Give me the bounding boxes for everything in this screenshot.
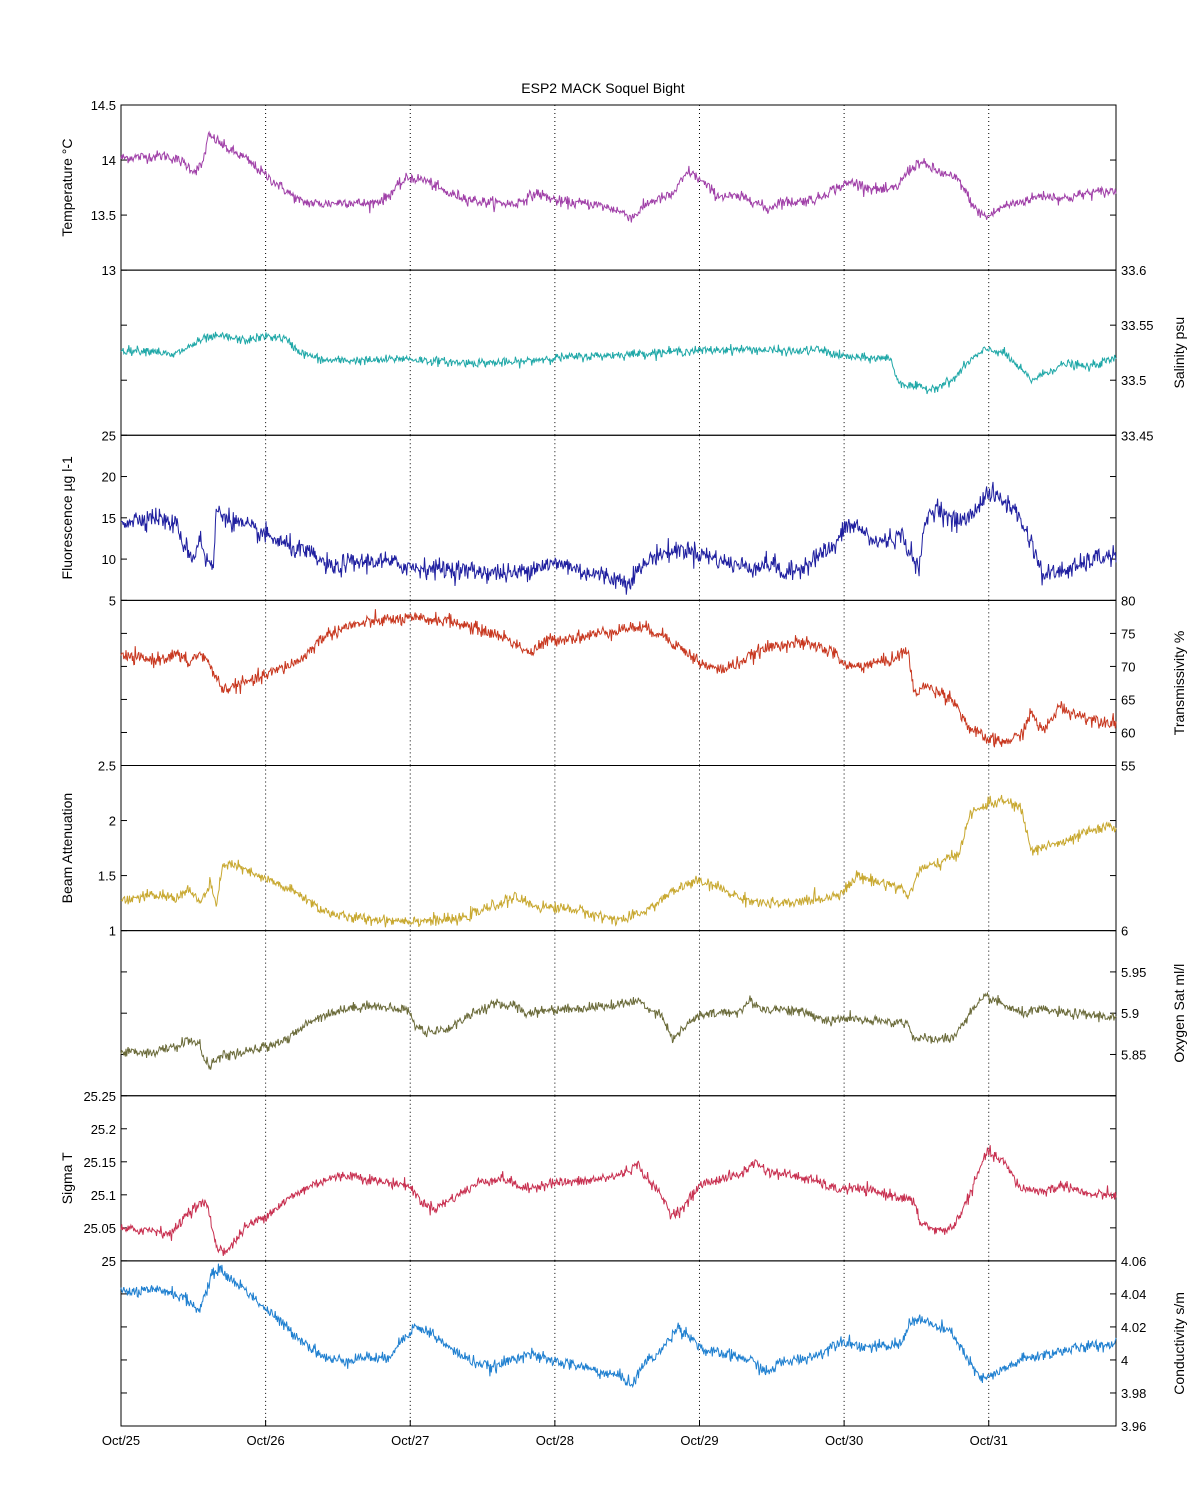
y-tick-label: 14 — [102, 153, 116, 168]
y-tick-label: 25.05 — [83, 1221, 116, 1236]
series-line-salinity — [120, 331, 1117, 395]
series-line-beam — [120, 794, 1117, 928]
y-tick-label: 65 — [1121, 692, 1135, 707]
y-tick-label: 3.96 — [1121, 1419, 1146, 1434]
y-tick-label: 20 — [102, 470, 116, 485]
x-tick-label: Oct/29 — [680, 1433, 718, 1448]
y-tick-label: 4.02 — [1121, 1320, 1146, 1335]
series-line-temperature — [120, 130, 1117, 223]
y-axis-label: Conductivity s/m — [1171, 1292, 1187, 1395]
y-tick-label: 10 — [102, 552, 116, 567]
x-tick-label: Oct/25 — [102, 1433, 140, 1448]
series-line-sigma — [120, 1145, 1117, 1257]
panel-fluorescence: 10 15 20 25 5 Fluorescence µg l-1 — [59, 428, 1117, 608]
series-line-oxygen — [120, 991, 1117, 1071]
x-tick-label: Oct/26 — [246, 1433, 284, 1448]
y-tick-label: 33.45 — [1121, 428, 1154, 443]
panel-oxygen: 5.85 5.9 5.95 6 Oxygen Sat ml/l — [120, 924, 1187, 1097]
chart-title: ESP2 MACK Soquel Bight — [521, 80, 685, 96]
y-tick-label: 5.85 — [1121, 1047, 1146, 1062]
y-tick-label: 4.04 — [1121, 1287, 1146, 1302]
y-tick-label: 75 — [1121, 626, 1135, 641]
y-axis-label: Beam Attenuation — [59, 793, 75, 904]
y-axis-label: Oxygen Sat ml/l — [1171, 964, 1187, 1063]
y-axis-label: Salinity psu — [1171, 317, 1187, 389]
y-tick-label: 2 — [109, 814, 116, 829]
y-tick-label: 60 — [1121, 725, 1135, 740]
y-tick-label: 25.1 — [91, 1188, 116, 1203]
y-tick-label: 33.5 — [1121, 373, 1146, 388]
y-tick-label: 25.15 — [83, 1155, 116, 1170]
panel-salinity: 33.5 33.55 33.6 33.45 Salinity psu — [120, 263, 1187, 443]
y-tick-label: 13.5 — [91, 208, 116, 223]
series-line-transmissivity — [120, 609, 1117, 748]
y-tick-label: 15 — [102, 511, 116, 526]
x-tick-label: Oct/27 — [391, 1433, 429, 1448]
y-tick-label: 33.55 — [1121, 318, 1154, 333]
y-axis-label: Fluorescence µg l-1 — [59, 456, 75, 579]
y-tick-label: 80 — [1121, 593, 1135, 608]
y-tick-label: 2.5 — [98, 759, 116, 774]
series-line-conductivity — [120, 1263, 1117, 1389]
y-axis-label: Temperature °C — [59, 138, 75, 236]
y-tick-label: 6 — [1121, 924, 1128, 939]
y-tick-label: 5.9 — [1121, 1006, 1139, 1021]
y-tick-label: 55 — [1121, 759, 1135, 774]
series-line-fluorescence — [120, 481, 1117, 595]
panel-beam: 1.5 2 2.5 1 Beam Attenuation — [59, 759, 1117, 939]
y-tick-label: 33.6 — [1121, 263, 1146, 278]
x-tick-label: Oct/31 — [970, 1433, 1008, 1448]
y-tick-label: 4.06 — [1121, 1254, 1146, 1269]
y-tick-label: 25.2 — [91, 1122, 116, 1137]
y-tick-label: 13 — [102, 263, 116, 278]
y-tick-label: 1 — [109, 924, 116, 939]
y-axis-label: Sigma T — [59, 1152, 75, 1204]
panel-frame — [120, 1260, 1117, 1427]
y-tick-label: 4 — [1121, 1353, 1128, 1368]
y-tick-label: 1.5 — [98, 869, 116, 884]
y-axis-label: Transmissivity % — [1171, 631, 1187, 736]
y-tick-label: 25 — [102, 428, 116, 443]
y-tick-label: 25 — [102, 1254, 116, 1269]
y-tick-label: 5.95 — [1121, 965, 1146, 980]
panel-conductivity: 3.98 4 4.02 4.04 4.06 3.96 Conductivity s/m — [120, 1254, 1187, 1434]
y-tick-label: 14.5 — [91, 98, 116, 113]
x-tick-label: Oct/30 — [825, 1433, 863, 1448]
x-axis: Oct/25 Oct/26 Oct/27 Oct/28 Oct/29 Oct/30 Oct/… — [102, 1420, 1008, 1448]
y-tick-label: 5 — [109, 593, 116, 608]
y-tick-label: 25.25 — [83, 1089, 116, 1104]
y-tick-label: 70 — [1121, 659, 1135, 674]
y-tick-label: 3.98 — [1121, 1386, 1146, 1401]
x-tick-label: Oct/28 — [536, 1433, 574, 1448]
